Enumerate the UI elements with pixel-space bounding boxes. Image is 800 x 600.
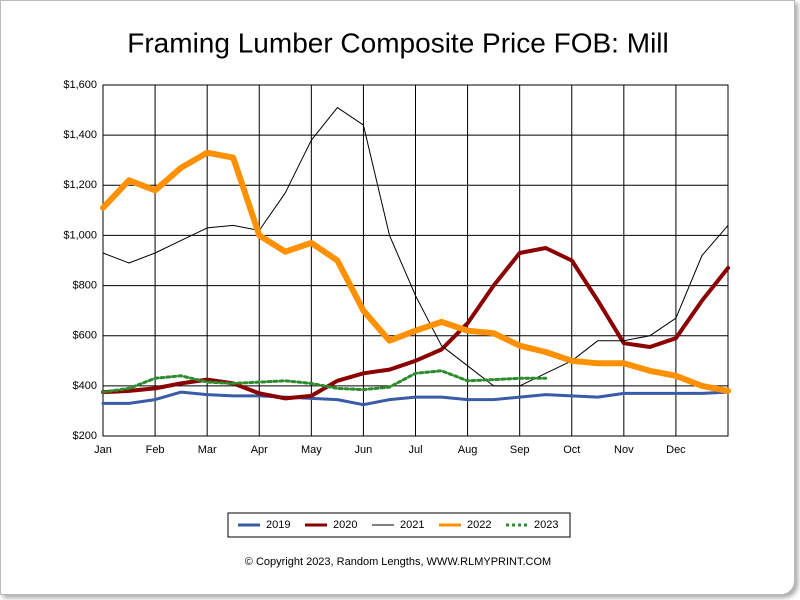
x-tick-label: Mar bbox=[198, 444, 217, 456]
y-tick-label: $1,400 bbox=[63, 129, 97, 141]
chart-title: Framing Lumber Composite Price FOB: Mill bbox=[127, 27, 668, 58]
y-tick-label: $400 bbox=[73, 380, 97, 392]
series-line bbox=[102, 107, 729, 387]
y-tick-label: $600 bbox=[73, 330, 97, 342]
y-tick-label: $800 bbox=[73, 279, 97, 291]
y-tick-label: $200 bbox=[73, 430, 97, 442]
series-line bbox=[100, 149, 731, 394]
y-tick-label: $1,600 bbox=[63, 79, 97, 91]
x-tick-label: Dec bbox=[666, 444, 686, 456]
y-tick-label: $1,200 bbox=[63, 179, 97, 191]
legend-label: 2022 bbox=[467, 519, 491, 531]
x-tick-label: Feb bbox=[146, 444, 165, 456]
legend-label: 2021 bbox=[400, 519, 424, 531]
x-tick-label: Jun bbox=[355, 444, 373, 456]
x-tick-label: May bbox=[301, 444, 322, 456]
x-tick-label: Jan bbox=[94, 444, 112, 456]
series-line bbox=[101, 246, 730, 401]
series-line bbox=[101, 369, 548, 394]
plot-border bbox=[102, 84, 729, 437]
footnote: © Copyright 2023, Random Lengths, WWW.RL… bbox=[245, 556, 551, 568]
x-tick-label: Oct bbox=[563, 444, 580, 456]
legend-label: 2019 bbox=[266, 519, 290, 531]
legend-label: 2020 bbox=[333, 519, 357, 531]
x-tick-label: Sep bbox=[510, 444, 530, 456]
legend-label: 2023 bbox=[534, 519, 558, 531]
y-tick-label: $1,000 bbox=[63, 229, 97, 241]
x-tick-label: Nov bbox=[614, 444, 634, 456]
series-line bbox=[101, 390, 730, 407]
x-tick-label: Apr bbox=[251, 444, 268, 456]
x-tick-label: Jul bbox=[408, 444, 422, 456]
x-tick-label: Aug bbox=[458, 444, 478, 456]
